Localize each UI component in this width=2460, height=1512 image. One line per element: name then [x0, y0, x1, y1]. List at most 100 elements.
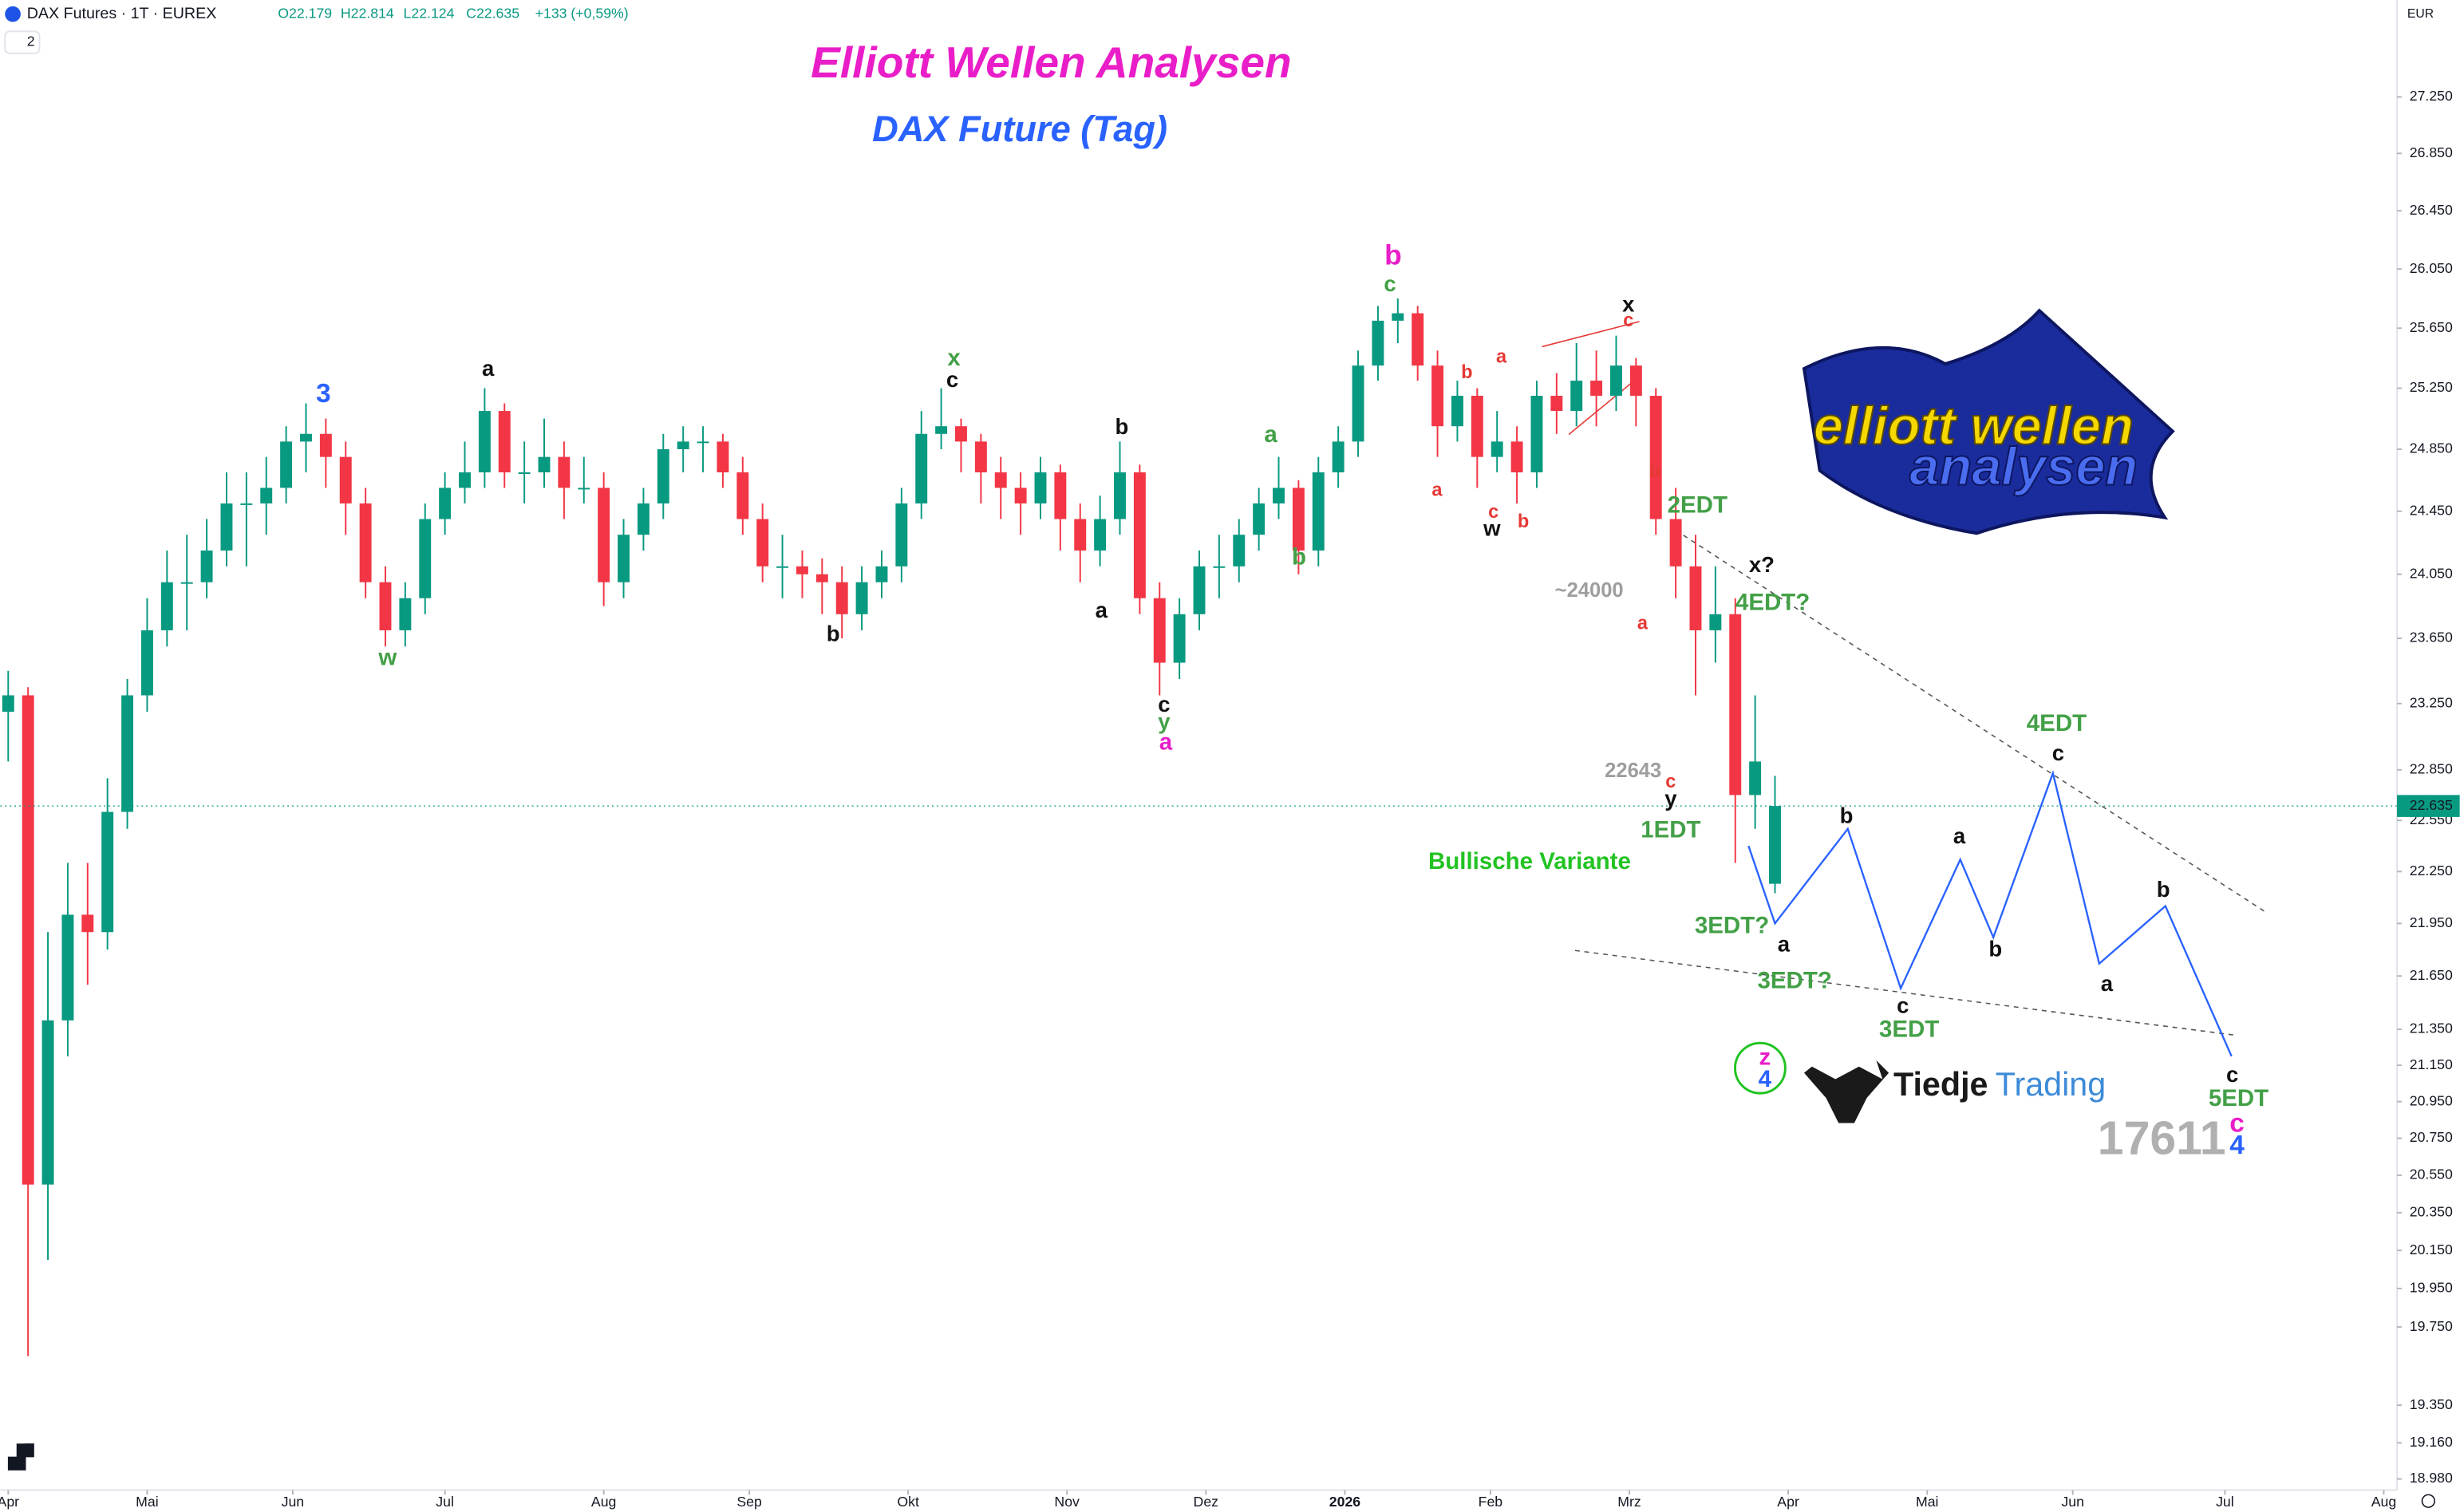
tiedje-text: Tiedje [1893, 1066, 1988, 1103]
candle-body [756, 519, 769, 567]
y-tick-label: 21.350 [2410, 1021, 2453, 1036]
candle-body [498, 411, 511, 473]
candle-body [796, 566, 808, 574]
candle-body [379, 582, 392, 630]
wave-label: b [2157, 877, 2170, 902]
candle-body [1372, 320, 1384, 366]
settings-icon[interactable] [2421, 1494, 2435, 1508]
candle-body [1173, 614, 1186, 663]
candle-body [657, 449, 669, 503]
ohlc-high: H22.814 [341, 5, 394, 21]
x-tick-label: Mai [1916, 1494, 1939, 1510]
candle-body [1510, 441, 1523, 473]
candle-body [835, 582, 848, 614]
candle-body [1114, 472, 1126, 519]
wave-label: y [1158, 709, 1171, 733]
projection-line [1747, 769, 2233, 1057]
candle-body [1451, 396, 1463, 427]
candle-body [41, 1020, 54, 1185]
candle-body [1153, 598, 1166, 663]
trendline [1675, 529, 2268, 914]
ew-logo-text: elliott wellen [1814, 397, 2134, 456]
candle-body [1610, 365, 1622, 397]
wave-label: c [1623, 310, 1633, 330]
candle-body [1769, 806, 1781, 884]
candle-body [160, 582, 173, 630]
candle-body [1412, 313, 1424, 366]
wave-label: b [1649, 460, 1660, 481]
indicator-toggle[interactable] [4, 30, 41, 54]
candle-body [1273, 488, 1285, 503]
candle-body [1074, 519, 1087, 551]
last-price-marker [2397, 795, 2460, 817]
candle-body [1709, 614, 1722, 630]
ohlc-open: O22.179 [278, 5, 332, 21]
x-tick-label: Aug [2371, 1494, 2396, 1510]
y-tick-label: 19.350 [2410, 1396, 2453, 1412]
triangle-line [1568, 376, 1641, 436]
candle-body [855, 582, 868, 614]
wave-label: w [1483, 516, 1501, 541]
candle-body [478, 411, 491, 473]
candle-body [974, 441, 987, 473]
wave-label: c [1158, 692, 1170, 717]
wave-label: ~24000 [1555, 579, 1624, 602]
y-tick-label: 24.850 [2410, 440, 2453, 456]
wave-label: b [827, 621, 840, 645]
wave-label: 3EDT? [1758, 967, 1832, 993]
candle-body [121, 695, 134, 812]
candle-body [140, 630, 153, 696]
y-tick-label: 21.650 [2410, 967, 2453, 983]
currency[interactable]: EUR [2407, 7, 2434, 21]
candle-body [240, 503, 253, 505]
x-tick-label: Jun [282, 1494, 305, 1510]
wave-label: b [1115, 414, 1128, 439]
x-tick-label: Mai [136, 1494, 159, 1510]
candle-body [1669, 519, 1682, 567]
y-tick-label: 24.050 [2410, 565, 2453, 581]
wave-label: 4EDT [2027, 710, 2087, 736]
x-tick-label: Jul [2216, 1494, 2234, 1510]
wave-label: a [1264, 421, 1277, 448]
candle-body [339, 456, 352, 503]
candle-body [1133, 472, 1146, 598]
wave-label: 3EDT [1879, 1016, 1939, 1042]
candle-body [1312, 472, 1325, 551]
ohlc-close: C22.635 [466, 5, 519, 21]
wave-label: c [1897, 993, 1909, 1017]
highlight-circle [1734, 1041, 1787, 1095]
symbol[interactable]: DAX Futures · 1T · EUREX [27, 5, 217, 22]
y-tick-label: 23.650 [2410, 630, 2453, 645]
candle-body [736, 472, 749, 519]
y-tick-label: 22.850 [2410, 761, 2453, 777]
x-tick-label: Dez [1194, 1494, 1218, 1510]
candle-body [895, 503, 908, 567]
y-tick-label: 19.750 [2410, 1318, 2453, 1334]
triangle-line [1542, 321, 1640, 348]
candle-body [1054, 472, 1067, 519]
candle-body [538, 456, 551, 473]
candle-body [399, 598, 412, 630]
candle-body [61, 914, 74, 1021]
candle-body [2, 695, 14, 713]
ew-logo: elliott wellen analysen [1802, 308, 2175, 535]
candle-body [1471, 396, 1483, 457]
wave-label: b [1461, 361, 1472, 382]
wave-label: a [2101, 971, 2114, 996]
candle-body [717, 441, 729, 473]
candle-body [1034, 472, 1047, 503]
candle-body [300, 433, 312, 442]
tv-logo[interactable]: ▟▘ [8, 1442, 42, 1471]
ew-flag [1802, 308, 2175, 535]
candle-body [776, 566, 789, 568]
wave-label: 3 [316, 379, 331, 409]
wave-label: a [482, 356, 495, 381]
candle-body [578, 488, 590, 490]
wave-label: w [377, 644, 397, 670]
chart-subtitle: DAX Future (Tag) [872, 109, 1167, 149]
x-tick-label: Feb [1479, 1494, 1503, 1510]
wave-label: b [1840, 803, 1854, 827]
wave-label: a [1431, 480, 1443, 500]
wave-label: c [946, 367, 958, 392]
